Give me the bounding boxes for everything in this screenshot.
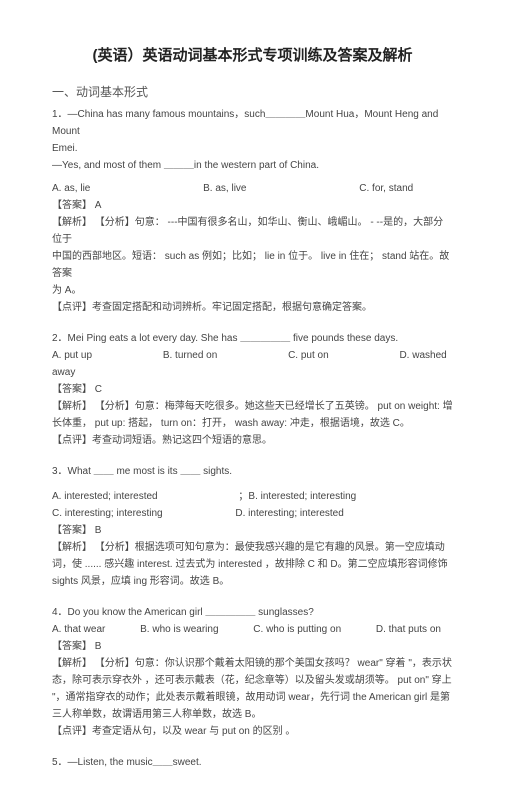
q4-explain-1: 【解析】 【分析】句意：你认识那个戴着太阳镜的那个美国女孩吗？ wear" 穿着… bbox=[52, 655, 453, 672]
q4-explain-3: "，通常指穿衣的动作；此处表示戴着眼镜，故用动词 wear，先行词 the Am… bbox=[52, 689, 453, 706]
q2-explain-2: 长体重， put up: 搭起， turn on：打开， wash away: … bbox=[52, 415, 453, 432]
page-title: (英语）英语动词基本形式专项训练及答案及解析 bbox=[52, 44, 453, 65]
question-2: 2．Mei Ping eats a lot every day. She has… bbox=[52, 330, 453, 449]
q2-stem: 2．Mei Ping eats a lot every day. She has… bbox=[52, 330, 453, 347]
q2-option-b: B. turned on bbox=[163, 350, 217, 361]
q3-explain-1: 【解析】 【分析】根据选项可知句意为：最使我感兴趣的是它有趣的风景。第一空应填动 bbox=[52, 539, 453, 556]
q1-options: A. as, lie B. as, live C. for, stand bbox=[52, 180, 453, 197]
q1-explain-3: 为 A。 bbox=[52, 282, 453, 299]
q4-option-a: A. that wear bbox=[52, 624, 105, 635]
q1-option-c: C. for, stand bbox=[359, 183, 413, 194]
q4-option-d: D. that puts on bbox=[376, 624, 441, 635]
q4-review: 【点评】考查定语从句，以及 wear 与 put on 的区别 。 bbox=[52, 723, 453, 740]
question-5: 5．—Listen, the music＿＿sweet. bbox=[52, 754, 453, 771]
question-1: 1．—China has many famous mountains，such＿… bbox=[52, 106, 453, 316]
q1-stem-line3: —Yes, and most of them ＿＿＿in the western… bbox=[52, 157, 453, 174]
q2-explain-1: 【解析】 【分析】句意：梅萍每天吃很多。她这些天已经增长了五英镑。 put on… bbox=[52, 398, 453, 415]
q1-explain-2: 中国的西部地区。短语： such as 例如；比如； lie in 位于。 li… bbox=[52, 248, 453, 282]
q4-option-c: C. who is putting on bbox=[253, 624, 341, 635]
question-3: 3．What ＿＿ me most is its ＿＿ sights. A. i… bbox=[52, 463, 453, 590]
q2-options: A. put up B. turned on C. put on D. wash… bbox=[52, 347, 453, 381]
q1-stem-line2: Emei. bbox=[52, 140, 453, 157]
q2-option-d: D. washed away bbox=[52, 350, 447, 378]
q1-option-a: A. as, lie bbox=[52, 183, 90, 194]
q2-answer: 【答案】 C bbox=[52, 381, 453, 398]
q3-answer: 【答案】 B bbox=[52, 522, 453, 539]
q3-options-row2: C. interesting; interesting D. interesti… bbox=[52, 505, 453, 522]
question-4: 4．Do you know the American girl ＿＿＿＿＿ su… bbox=[52, 604, 453, 740]
q3-stem: 3．What ＿＿ me most is its ＿＿ sights. bbox=[52, 463, 453, 480]
q3-option-a: A. interested; interested bbox=[52, 491, 158, 502]
q4-explain-2: 态，除可表示穿衣外 ，还可表示戴表（花，纪念章等）以及留头发或胡须等。 put … bbox=[52, 672, 453, 689]
q3-option-b: ；B. interested; interesting bbox=[238, 491, 356, 502]
q1-answer: 【答案】 A bbox=[52, 197, 453, 214]
q3-explain-3: sights 风景，应填 ing 形容词。故选 B。 bbox=[52, 573, 453, 590]
section-heading: 一、动词基本形式 bbox=[52, 83, 453, 100]
q3-option-c: C. interesting; interesting bbox=[52, 508, 163, 519]
q4-option-b: B. who is wearing bbox=[140, 624, 218, 635]
q4-answer: 【答案】 B bbox=[52, 638, 453, 655]
q2-option-c: C. put on bbox=[288, 350, 329, 361]
q1-option-b: B. as, live bbox=[203, 183, 246, 194]
q4-stem: 4．Do you know the American girl ＿＿＿＿＿ su… bbox=[52, 604, 453, 621]
q2-review: 【点评】考查动词短语。熟记这四个短语的意思。 bbox=[52, 432, 453, 449]
q2-option-a: A. put up bbox=[52, 350, 92, 361]
q1-stem-line1: 1．—China has many famous mountains，such＿… bbox=[52, 106, 453, 140]
q3-option-d: D. interesting; interested bbox=[235, 508, 343, 519]
q4-options: A. that wear B. who is wearing C. who is… bbox=[52, 621, 453, 638]
q5-stem: 5．—Listen, the music＿＿sweet. bbox=[52, 754, 453, 771]
q3-options-row1: A. interested; interested ；B. interested… bbox=[52, 488, 453, 505]
q3-explain-2: 词，使 ...... 感兴趣 interest. 过去式为 interested… bbox=[52, 556, 453, 573]
q1-review: 【点评】考查固定搭配和动词辨析。牢记固定搭配，根据句意确定答案。 bbox=[52, 299, 453, 316]
q4-explain-4: 三人称单数，故谓语用第三人称单数，故选 B。 bbox=[52, 706, 453, 723]
q1-explain-1: 【解析】 【分析】句意： ---中国有很多名山，如华山、衡山、峨嵋山。 - --… bbox=[52, 214, 453, 248]
